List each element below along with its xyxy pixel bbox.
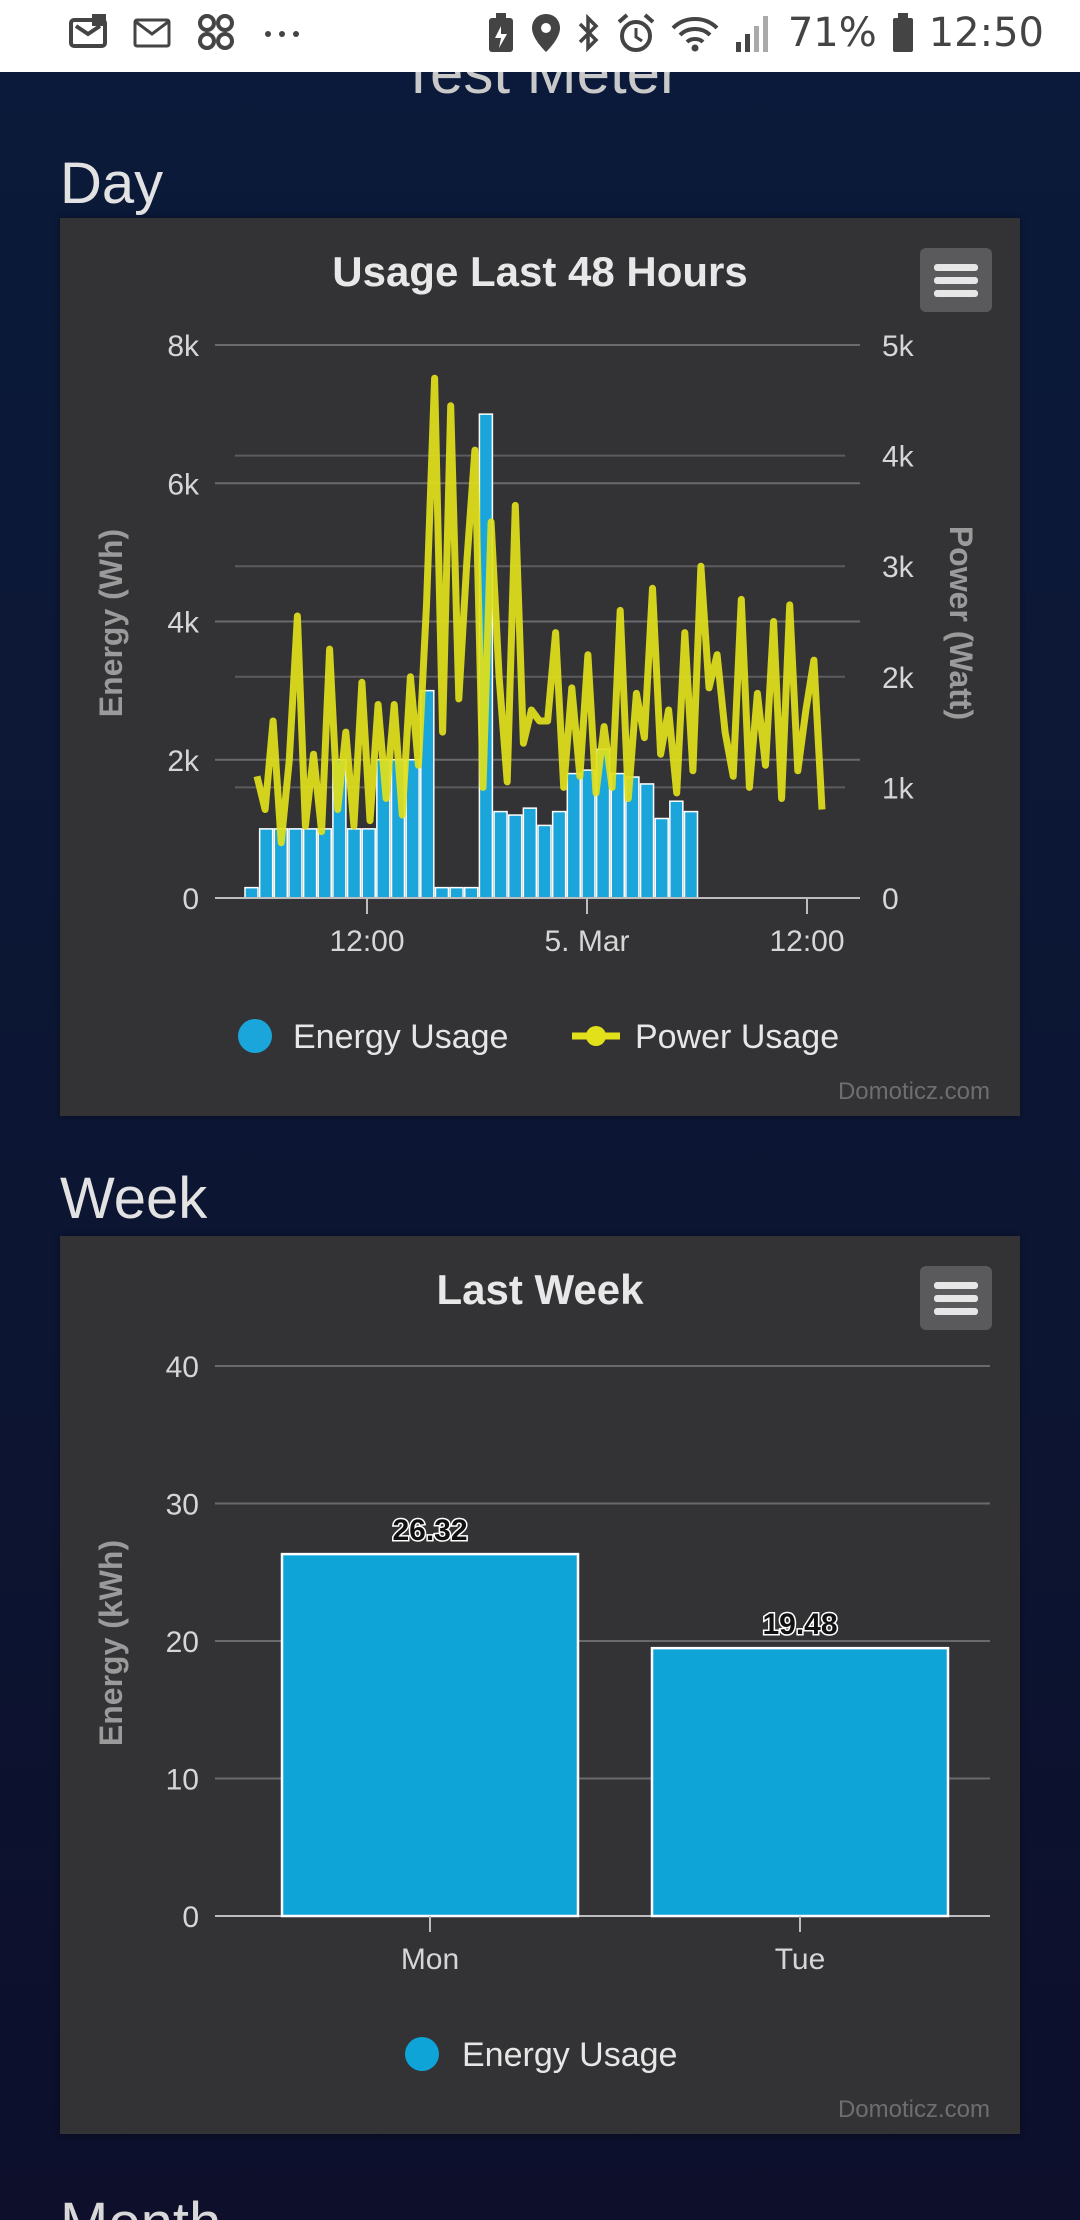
- energy-bar: [361, 828, 376, 899]
- legend-energy-marker: [238, 1019, 272, 1053]
- energy-bar: [566, 772, 582, 899]
- energy-bar: [244, 886, 259, 899]
- section-title-month-clip: Month: [60, 2180, 460, 2220]
- y-tick-label: 4k: [167, 607, 200, 640]
- energy-bar: [507, 814, 523, 899]
- chart-menu-button[interactable]: [920, 248, 992, 312]
- week-ylabel: Energy (kWh): [93, 1540, 129, 1746]
- day-chart: Usage Last 48 Hours 0 2k 4k 6k 8k 0 1k 2k 3k 4k 5k…: [93, 248, 979, 1056]
- energy-bar: [288, 828, 303, 899]
- page-title: Test Meter: [399, 72, 681, 106]
- energy-bar: [537, 824, 552, 899]
- section-title-month: Month: [60, 2190, 221, 2220]
- y-tick-label: 6k: [167, 468, 200, 501]
- energy-bar: [639, 783, 655, 899]
- week-chart-title: Last Week: [437, 1266, 645, 1313]
- y2-tick-label: 0: [882, 883, 899, 916]
- energy-bar: [551, 810, 567, 899]
- more-icon: [265, 31, 299, 37]
- y-tick-label: 20: [166, 1626, 199, 1659]
- y-tick-label: 30: [166, 1489, 199, 1522]
- legend-energy-label[interactable]: Energy Usage: [462, 2036, 677, 2074]
- legend-energy-marker: [405, 2037, 439, 2071]
- x-tick-label: 5. Mar: [544, 925, 629, 958]
- energy-bar: [434, 886, 450, 899]
- location-icon: [531, 14, 560, 52]
- day-chart-panel[interactable]: Usage Last 48 Hours 0 2k 4k 6k 8k 0 1k 2k 3k 4k 5k…: [60, 218, 1020, 1116]
- energy-bar: [258, 828, 274, 899]
- y2-tick-label: 1k: [882, 772, 915, 805]
- energy-bar: [280, 1552, 580, 1918]
- energy-bar: [650, 1646, 950, 1918]
- energy-bar: [610, 772, 625, 899]
- energy-bar: [317, 828, 332, 899]
- alarm-icon: [617, 13, 655, 52]
- section-title-day: Day: [60, 151, 164, 216]
- day-ylabel-left: Energy (Wh): [93, 529, 129, 717]
- y2-tick-label: 2k: [882, 662, 915, 695]
- y2-tick-label: 3k: [882, 551, 915, 584]
- signal-icon: [735, 16, 768, 52]
- day-chart-title: Usage Last 48 Hours: [332, 248, 748, 295]
- energy-bar: [405, 759, 420, 899]
- battery-saver-icon: [488, 13, 513, 52]
- day-legend[interactable]: Energy Usage Power Usage: [238, 1018, 839, 1056]
- energy-bar: [683, 810, 699, 899]
- power-line: [253, 374, 826, 847]
- legend-power-marker: [586, 1026, 606, 1046]
- x-tick-label: 12:00: [769, 925, 844, 958]
- chart-menu-button[interactable]: [920, 1266, 992, 1330]
- clock: 12:50: [928, 10, 1044, 56]
- week-chart-panel[interactable]: Last Week 0 10 20 30 40 26.32 Mon 19.48 Tue Ener…: [60, 1236, 1020, 2134]
- y-tick-label: 0: [182, 1901, 199, 1934]
- day-chart-credit[interactable]: Domoticz.com: [837, 1078, 990, 1105]
- energy-bar: [302, 828, 318, 899]
- data-label: 19.48: [762, 1608, 837, 1641]
- y-tick-label: 40: [166, 1351, 199, 1384]
- energy-bar: [464, 886, 479, 899]
- week-chart: Last Week 0 10 20 30 40 26.32 Mon 19.48 Tue Ener…: [93, 1266, 990, 2074]
- energy-bar: [669, 800, 684, 899]
- week-chart-credit[interactable]: Domoticz.com: [837, 2096, 990, 2123]
- data-label: 26.32: [392, 1514, 467, 1547]
- mail-icon: [133, 18, 171, 48]
- energy-bar: [449, 886, 464, 899]
- legend-power-label[interactable]: Power Usage: [635, 1018, 839, 1056]
- y-tick-label: 0: [182, 883, 199, 916]
- x-tick-label: 12:00: [329, 925, 404, 958]
- battery-icon: [892, 13, 913, 52]
- y-tick-label: 10: [166, 1764, 199, 1797]
- section-title-week: Week: [60, 1166, 208, 1231]
- legend-energy-label[interactable]: Energy Usage: [293, 1018, 508, 1056]
- battery-percent: 71%: [787, 10, 877, 56]
- energy-bar: [493, 810, 508, 899]
- x-tick-label: Tue: [775, 1943, 826, 1976]
- y2-tick-label: 5k: [882, 330, 915, 363]
- energy-bar: [654, 817, 669, 899]
- y-tick-label: 2k: [167, 745, 200, 778]
- mail-download-icon: [69, 14, 107, 48]
- day-ylabel-right: Power (Watt): [943, 526, 979, 720]
- status-bar: 71% 12:50: [0, 0, 1080, 72]
- bluetooth-icon: [578, 13, 599, 53]
- wifi-icon: [671, 17, 719, 52]
- energy-bar: [346, 828, 362, 899]
- y2-tick-label: 4k: [882, 441, 915, 474]
- y-tick-label: 8k: [167, 330, 200, 363]
- week-legend[interactable]: Energy Usage: [405, 2036, 677, 2074]
- energy-bar: [522, 807, 538, 899]
- page-title-clip: Test Meter: [0, 72, 1080, 112]
- app-icon: [198, 14, 234, 50]
- x-tick-label: Mon: [401, 1943, 459, 1976]
